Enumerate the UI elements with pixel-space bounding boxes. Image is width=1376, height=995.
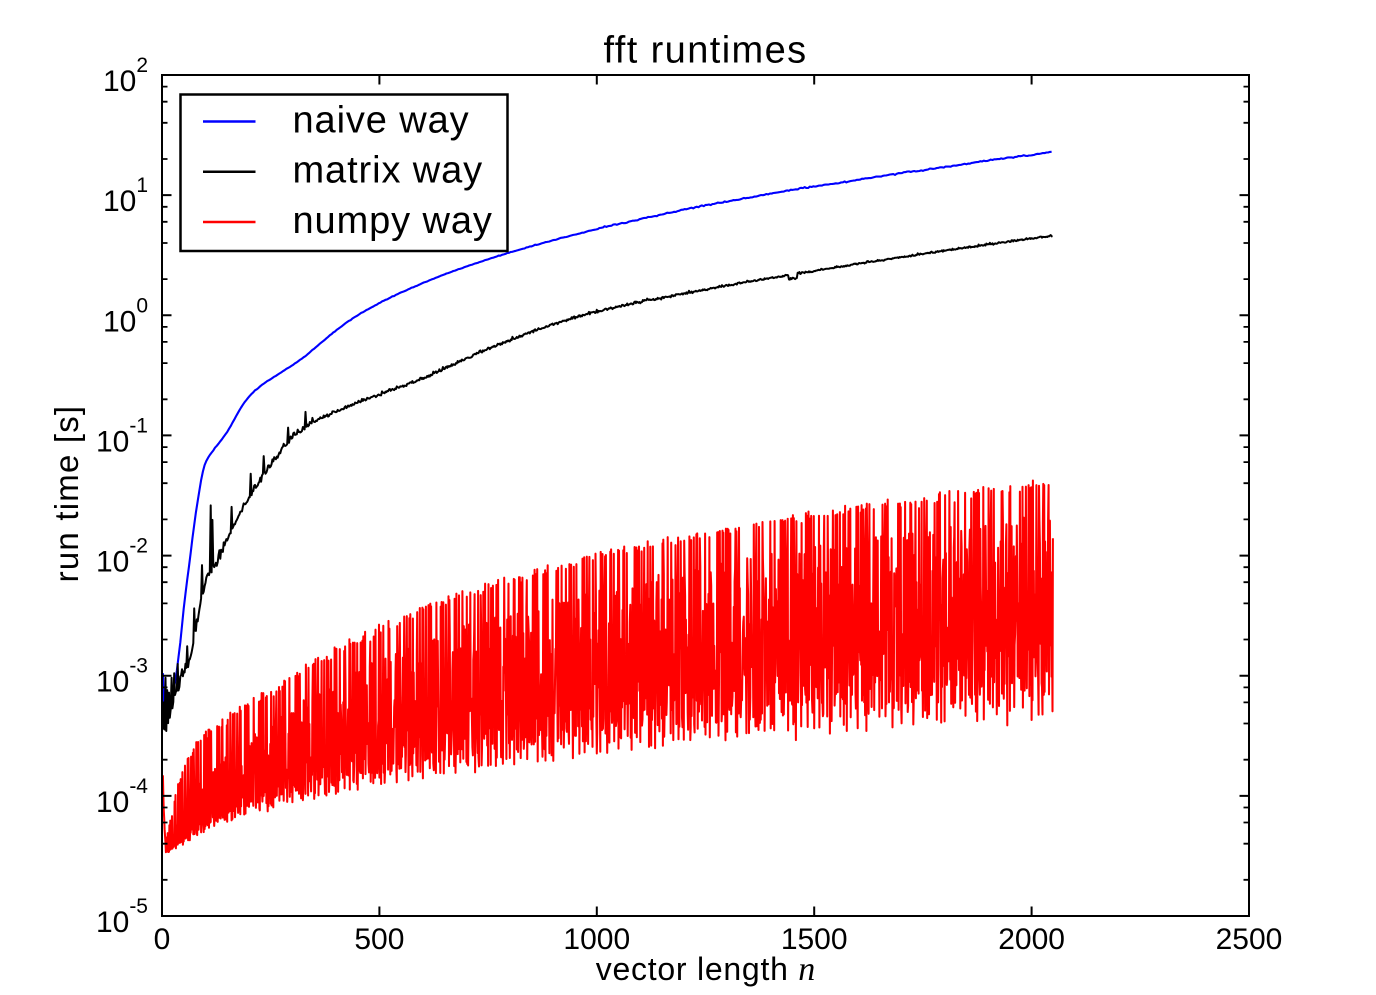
svg-text:1500: 1500 [781, 923, 848, 956]
svg-text:10-3: 10-3 [96, 655, 148, 699]
svg-text:run time [s]: run time [s] [48, 405, 85, 583]
svg-text:numpy way: numpy way [293, 200, 493, 242]
svg-text:vector length n: vector length n [596, 951, 816, 988]
svg-text:fft runtimes: fft runtimes [603, 30, 807, 72]
svg-text:102: 102 [103, 54, 148, 98]
svg-text:100: 100 [103, 294, 148, 338]
svg-text:0: 0 [154, 923, 171, 956]
svg-text:matrix way: matrix way [293, 150, 484, 192]
svg-text:10-1: 10-1 [96, 414, 148, 458]
svg-text:1000: 1000 [563, 923, 630, 956]
svg-text:500: 500 [354, 923, 404, 956]
svg-text:2000: 2000 [998, 923, 1065, 956]
svg-text:101: 101 [103, 174, 148, 218]
svg-text:10-5: 10-5 [96, 895, 148, 939]
svg-text:naive way: naive way [293, 99, 470, 141]
svg-text:2500: 2500 [1216, 923, 1283, 956]
svg-text:10-4: 10-4 [96, 775, 148, 819]
svg-text:10-2: 10-2 [96, 535, 148, 579]
